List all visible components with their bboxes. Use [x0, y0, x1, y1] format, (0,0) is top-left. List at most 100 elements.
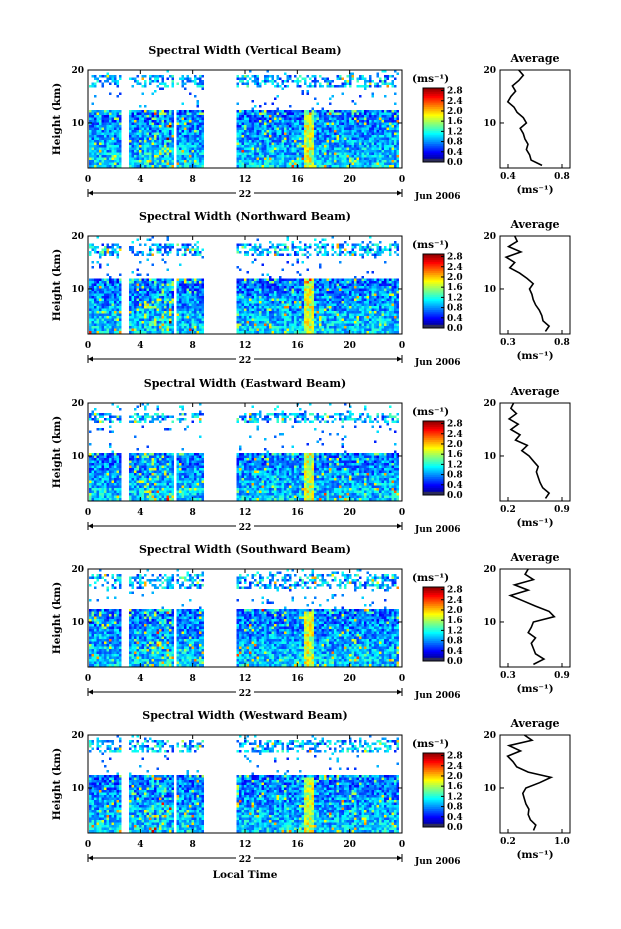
- heatmap-cell: [266, 137, 269, 140]
- heatmap-cell: [259, 331, 262, 334]
- heatmap-cell: [344, 145, 347, 148]
- heatmap-cell: [149, 127, 152, 130]
- heatmap-cell: [329, 283, 332, 286]
- heatmap-cell: [196, 100, 199, 103]
- heatmap-cell: [376, 160, 379, 163]
- heatmap-cell: [304, 112, 307, 115]
- heatmap-cell: [286, 253, 289, 256]
- heatmap-cell: [354, 135, 357, 138]
- heatmap-cell: [191, 323, 194, 326]
- heatmap-cell: [259, 293, 262, 296]
- heatmap-cell: [246, 150, 249, 153]
- heatmap-cell: [184, 298, 187, 301]
- heatmap-cell: [176, 306, 179, 309]
- heatmap-cell: [94, 291, 97, 294]
- heatmap-cell: [96, 286, 99, 289]
- heatmap-cell: [129, 165, 132, 168]
- heatmap-cell: [99, 157, 102, 160]
- heatmap-cell: [114, 80, 117, 83]
- heatmap-cell: [396, 135, 399, 138]
- heatmap-cell: [356, 147, 359, 150]
- heatmap-cell: [139, 150, 142, 153]
- heatmap-cell: [239, 293, 242, 296]
- heatmap-cell: [301, 77, 304, 80]
- heatmap-cell: [181, 132, 184, 135]
- heatmap-cell: [91, 318, 94, 321]
- heatmap-cell: [266, 125, 269, 128]
- heatmap-cell: [171, 318, 174, 321]
- heatmap-cell: [176, 323, 179, 326]
- heatmap-cell: [196, 150, 199, 153]
- heatmap-cell: [306, 152, 309, 155]
- heatmap-cell: [184, 115, 187, 118]
- colorbar-tick-label: 0.4: [447, 148, 463, 158]
- heatmap-cell: [99, 298, 102, 301]
- heatmap-cell: [194, 283, 197, 286]
- heatmap-cell: [101, 321, 104, 324]
- heatmap-cell: [189, 77, 192, 80]
- heatmap-cell: [364, 122, 367, 125]
- heatmap-cell: [269, 281, 272, 284]
- heatmap-cell: [189, 328, 192, 331]
- heatmap-cell: [136, 150, 139, 153]
- heatmap-cell: [194, 278, 197, 281]
- heatmap-cell: [106, 125, 109, 128]
- heatmap-cell: [354, 125, 357, 128]
- heatmap-cell: [316, 135, 319, 138]
- heatmap-cell: [136, 311, 139, 314]
- heatmap-cell: [369, 82, 372, 85]
- heatmap-cell: [179, 313, 182, 316]
- heatmap-cell: [94, 125, 97, 128]
- heatmap-cell: [336, 117, 339, 120]
- heatmap-cell: [119, 162, 122, 165]
- heatmap-cell: [89, 278, 92, 281]
- heatmap-cell: [311, 107, 314, 110]
- heatmap-cell: [319, 313, 322, 316]
- heatmap-cell: [191, 328, 194, 331]
- heatmap-cell: [136, 137, 139, 140]
- heatmap-cell: [351, 77, 354, 80]
- heatmap-cell: [161, 313, 164, 316]
- heatmap-cell: [184, 316, 187, 319]
- heatmap-cell: [99, 283, 102, 286]
- heatmap-cell: [189, 326, 192, 329]
- heatmap-cell: [239, 296, 242, 299]
- heatmap-cell: [109, 155, 112, 158]
- heatmap-cell: [319, 110, 322, 113]
- heatmap-cell: [294, 125, 297, 128]
- heatmap-cell: [271, 145, 274, 148]
- heatmap-cell: [159, 306, 162, 309]
- heatmap-cell: [156, 140, 159, 143]
- heatmap-cell: [279, 140, 282, 143]
- heatmap-cell: [164, 313, 167, 316]
- heatmap-cell: [154, 298, 157, 301]
- heatmap-cell: [101, 145, 104, 148]
- heatmap-cell: [266, 301, 269, 304]
- heatmap-cell: [99, 328, 102, 331]
- heatmap-cell: [351, 127, 354, 130]
- heatmap-cell: [99, 288, 102, 291]
- heatmap-cell: [89, 155, 92, 158]
- heatmap-cell: [261, 160, 264, 163]
- heatmap-cell: [256, 140, 259, 143]
- heatmap-cell: [341, 135, 344, 138]
- heatmap-cell: [251, 110, 254, 113]
- heatmap-cell: [129, 132, 132, 135]
- heatmap-cell: [131, 135, 134, 138]
- heatmap-cell: [291, 150, 294, 153]
- heatmap-cell: [256, 132, 259, 135]
- heatmap-cell: [251, 132, 254, 135]
- heatmap-cell: [259, 135, 262, 138]
- heatmap-cell: [274, 112, 277, 115]
- heatmap-cell: [96, 157, 99, 160]
- heatmap-cell: [286, 122, 289, 125]
- heatmap-cell: [199, 286, 202, 289]
- heatmap-cell: [196, 331, 199, 334]
- heatmap-cell: [171, 283, 174, 286]
- heatmap-cell: [131, 246, 134, 249]
- heatmap-cell: [139, 293, 142, 296]
- heatmap-cell: [139, 157, 142, 160]
- heatmap-cell: [129, 286, 132, 289]
- heatmap-cell: [301, 286, 304, 289]
- heatmap-cell: [176, 298, 179, 301]
